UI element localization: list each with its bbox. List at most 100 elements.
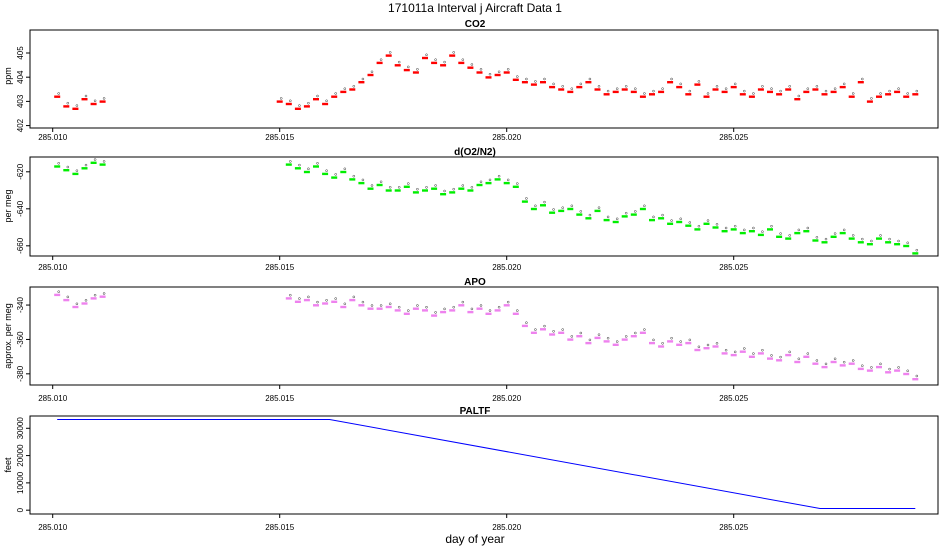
data-point-marker [643,328,646,331]
data-point-marker [688,89,692,93]
data-point [567,338,574,341]
data-point [99,100,106,103]
data-point [748,95,755,98]
data-point [903,372,910,376]
data-point-marker [102,97,106,100]
y-tick-label: -360 [16,331,25,348]
data-point [785,88,792,91]
data-point-marker [570,335,574,338]
data-point-marker [534,80,537,83]
data-point [812,239,819,242]
data-point-marker [861,77,864,81]
data-point [821,93,828,96]
data-point [422,56,428,60]
data-point-marker [561,85,564,88]
x-tick-label: 285.020 [492,133,521,142]
data-point [467,189,474,192]
data-point [340,305,347,309]
data-point [894,243,901,246]
data-point-marker [906,92,909,95]
data-point-marker [470,63,474,66]
data-point [839,364,846,367]
data-point-marker [497,305,501,309]
x-tick-label: 285.020 [492,523,521,532]
data-point-marker [715,342,719,345]
data-point [521,81,528,84]
data-point [803,90,810,94]
data-point [403,185,410,188]
data-point [476,183,483,187]
data-point-marker [102,292,106,295]
data-point-marker [543,200,546,204]
x-tick-label: 285.015 [265,394,294,403]
data-point [639,95,646,98]
data-point [81,302,88,305]
data-point-marker [361,178,365,182]
data-point-marker [416,187,419,191]
data-point [440,310,447,314]
data-point-marker [588,213,592,217]
y-tick-label: -340 [16,296,25,313]
data-point [685,93,692,96]
data-point-marker [788,234,791,237]
data-point-marker [298,163,301,167]
data-point [99,295,106,298]
data-point [739,350,746,353]
data-point [72,305,79,309]
data-point-marker [661,87,664,90]
data-point [358,181,365,185]
data-point [476,71,483,74]
data-point-marker [325,169,328,172]
data-point-marker [779,232,782,235]
data-point-marker [289,99,292,103]
data-point-marker [579,82,583,86]
data-point [649,218,655,222]
data-point-marker [779,355,782,359]
data-point [712,88,719,91]
data-point [576,335,583,338]
data-point [503,181,510,185]
data-point-marker [879,234,882,237]
data-point [294,107,301,110]
panel-title: d(O2/N2) [454,147,496,158]
data-point-marker [761,230,764,233]
data-point-marker [75,302,79,306]
data-point-marker [452,187,455,191]
data-point [748,230,755,233]
data-point [603,93,610,96]
data-point-marker [915,374,919,378]
data-point [521,324,528,328]
data-point [540,204,546,207]
data-point [857,241,864,244]
data-point [703,347,710,350]
data-point-marker [379,304,383,307]
y-tick-label: -660 [16,237,25,254]
y-tick-label: 10000 [16,471,25,494]
data-point-marker [597,206,601,209]
data-point [830,90,837,94]
data-point-marker [842,360,846,364]
data-point-marker [461,300,465,304]
data-point [848,237,855,240]
data-point-marker [57,92,60,95]
data-point [676,343,683,346]
data-point-marker [93,158,97,161]
data-point [812,88,819,91]
panel-paltf: PALTF feet 285.010 285.015 285.020 285.025 0… [3,406,939,532]
data-point-marker [534,204,537,208]
data-point [721,90,728,94]
data-point-marker [479,68,483,71]
data-point-marker [679,217,682,221]
data-point [848,95,855,98]
data-point [594,336,601,340]
data-point-marker [643,204,646,208]
data-point-marker [352,295,356,299]
data-point [549,85,556,89]
data-point-marker [770,354,773,357]
x-tick-label: 285.015 [265,523,294,532]
data-point [721,352,728,355]
data-point [739,231,746,235]
data-point-marker [316,94,319,98]
figure-title: 171011a Interval j Aircraft Data 1 [388,1,562,15]
data-point-marker [434,58,437,61]
